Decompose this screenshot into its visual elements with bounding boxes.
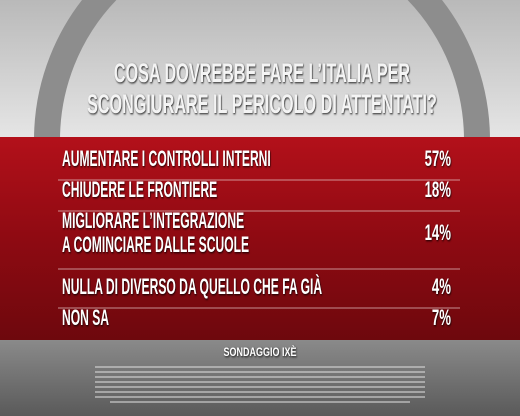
title-line: COSA DOVREBBE FARE L’ITALIA PER	[114, 58, 410, 88]
row-label: CHIUDERE LE FRONTIERE	[62, 177, 217, 202]
row-value: 7%	[432, 306, 451, 330]
row-label-group: MIGLIORARE L’INTEGRAZIONE	[62, 208, 244, 233]
fine-print-line	[95, 371, 425, 373]
source-label: SONDAGGIO IXÈ	[224, 345, 297, 360]
row-label-group: CHIUDERE LE FRONTIERE	[62, 177, 217, 202]
fine-print	[95, 366, 425, 403]
row-label: MIGLIORARE L’INTEGRAZIONE	[62, 208, 244, 233]
fine-print-line	[95, 366, 425, 368]
row-label: A COMINCIARE DALLE SCUOLE	[62, 232, 249, 257]
row-value-group: 57%	[425, 147, 451, 171]
title-line-group: SCONGIURARE IL PERICOLO DI ATTENTATI?	[87, 89, 437, 119]
row-label: NON SA	[62, 305, 109, 330]
fine-print-line	[95, 391, 425, 393]
row-value-group: 18%	[425, 178, 451, 202]
fine-print-line	[95, 381, 425, 383]
row-value: 4%	[432, 275, 451, 299]
row-value: 14%	[425, 221, 451, 245]
row-value: 18%	[425, 178, 451, 202]
source-label-group: SONDAGGIO IXÈ	[224, 345, 297, 360]
row-value-group: 14%	[425, 221, 451, 245]
row-value: 57%	[425, 147, 451, 171]
fine-print-line	[95, 386, 425, 388]
title-line-group: COSA DOVREBBE FARE L’ITALIA PER	[114, 58, 410, 88]
row-label: NULLA DI DIVERSO DA QUELLO CHE FA GIÀ	[62, 273, 322, 299]
title-line: SCONGIURARE IL PERICOLO DI ATTENTATI?	[87, 89, 437, 119]
row-value-group: 7%	[432, 306, 451, 330]
fine-print-line	[110, 401, 410, 403]
row-value-group: 4%	[432, 275, 451, 299]
row-label-group: AUMENTARE I CONTROLLI INTERNI	[62, 146, 271, 171]
row-label: AUMENTARE I CONTROLLI INTERNI	[62, 146, 271, 171]
row-label-group: A COMINCIARE DALLE SCUOLE	[62, 232, 249, 257]
row-label-group: NON SA	[62, 305, 109, 330]
fine-print-line	[95, 376, 425, 378]
row-label-group: NULLA DI DIVERSO DA QUELLO CHE FA GIÀ	[62, 273, 322, 299]
fine-print-line	[95, 396, 425, 398]
